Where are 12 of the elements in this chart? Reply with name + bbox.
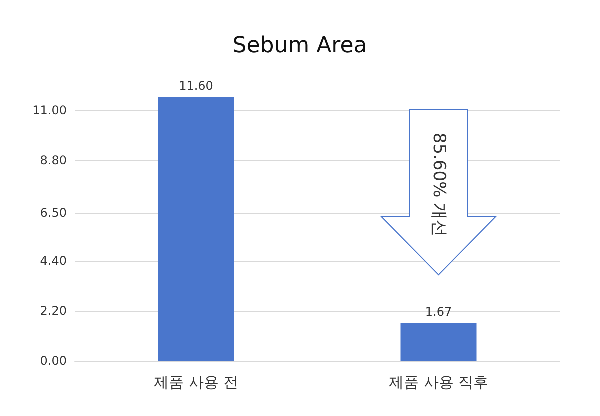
annotation: 85.60% 개선 <box>428 132 449 238</box>
data-label: 1.67 <box>425 304 452 319</box>
y-tick-label: 8.80 <box>40 154 67 168</box>
y-tick-label: 4.40 <box>40 254 67 268</box>
y-tick-label: 2.20 <box>40 304 67 318</box>
x-tick-label: 제품 사용 직후 <box>388 374 489 392</box>
data-label: 11.60 <box>179 79 214 93</box>
x-tick-label: 제품 사용 전 <box>154 374 239 392</box>
y-tick-label: 0.00 <box>40 354 67 368</box>
chart-title: Sebum Area <box>232 34 368 58</box>
y-tick-label: 6.50 <box>40 206 67 220</box>
y-tick-label: 11.00 <box>32 104 67 118</box>
